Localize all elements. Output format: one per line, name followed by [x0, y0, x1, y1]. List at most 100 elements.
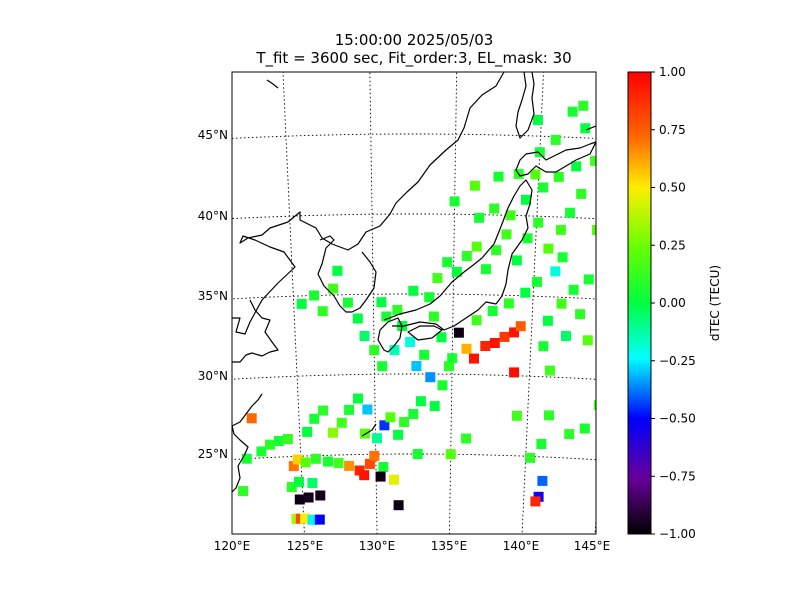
coastline-shikoku [407, 325, 443, 341]
dtec-point [532, 276, 542, 287]
dtec-point [487, 306, 498, 316]
dtec-point [520, 287, 531, 298]
dtec-point [429, 401, 440, 412]
dtec-point [544, 365, 555, 376]
dtec-point [302, 426, 313, 437]
dtec-point [309, 290, 320, 301]
coastline-kamchatka-edge [585, 125, 596, 131]
dtec-point [393, 429, 404, 440]
dtec-point [424, 292, 435, 303]
dtec-point [505, 210, 516, 221]
dtec-point [256, 446, 267, 457]
map-panel [231, 71, 622, 535]
dtec-point [509, 327, 520, 338]
dtec-point [564, 429, 575, 440]
dtec-point [419, 349, 430, 360]
dtec-point [521, 194, 531, 205]
colorbar-tick-label: 0.75 [659, 123, 686, 137]
dtec-point [525, 452, 536, 463]
dtec-point [532, 115, 543, 125]
dtec-point [408, 285, 419, 296]
coastline-korea [317, 235, 377, 313]
dtec-point [265, 439, 275, 450]
lon-tick-label: 125°E [287, 539, 324, 553]
dtec-point [565, 207, 576, 218]
dtec-point [333, 458, 344, 468]
coastline-honshu [383, 179, 533, 331]
dtec-point [359, 331, 370, 341]
dtec-point [538, 182, 549, 193]
colorbar: 1.00 0.75 0.50 0.25 0.00 −0.25 −0.50 −0.75 −1.00… [627, 65, 722, 541]
dtec-point [461, 251, 472, 261]
dtec-point [442, 257, 453, 268]
dtec-point [511, 410, 522, 421]
dtec-point [568, 284, 579, 295]
dtec-point [445, 449, 456, 460]
dtec-point [444, 361, 454, 372]
dtec-point [590, 155, 596, 166]
colorbar-tick-label: 0.00 [659, 296, 686, 310]
dtec-point [538, 341, 549, 352]
dtec-point [522, 233, 533, 244]
dtec-point [288, 461, 299, 472]
dtec-point [436, 332, 447, 343]
coastline-taiwan [232, 425, 249, 493]
dtec-point [273, 436, 284, 446]
colorbar-label: dTEC (TECU) [708, 265, 722, 341]
dtec-point [561, 331, 571, 341]
dtec-point [530, 169, 541, 180]
lat-tick-label: 35°N [198, 289, 228, 303]
dtec-point [503, 298, 514, 309]
dtec-point [580, 123, 591, 134]
dtec-point [411, 361, 422, 371]
dtec-point [453, 327, 464, 338]
dtec-point [336, 417, 347, 428]
dtec-point [393, 500, 404, 511]
dtec-point [323, 456, 333, 467]
dtec-point [375, 471, 386, 482]
colorbar-tick-label: −1.00 [659, 527, 696, 541]
dtec-point [471, 315, 482, 326]
lat-tick-label: 45°N [198, 128, 228, 142]
dtec-point [241, 453, 252, 464]
dtec-point [501, 229, 512, 240]
dtec-point [579, 423, 590, 434]
dtec-point [405, 337, 416, 347]
dtec-point [612, 109, 622, 119]
dtec-point [582, 335, 593, 346]
dtec-point [318, 405, 329, 416]
dtec-point [593, 400, 596, 411]
coastline-taiwan-east [232, 393, 263, 427]
meridian-gridline [521, 72, 544, 534]
dtec-point [309, 413, 320, 424]
lat-tick-label: 25°N [198, 447, 228, 461]
parallel-gridline [232, 213, 596, 220]
coastline-china-coast [232, 299, 279, 363]
dtec-point [294, 494, 305, 505]
dtec-point [328, 427, 338, 438]
coastline-kyushu [377, 317, 403, 353]
dtec-point [332, 265, 343, 276]
dtec-point [602, 415, 612, 425]
dtec-point [542, 315, 553, 326]
dtec-point [592, 225, 596, 235]
dtec-point [493, 171, 504, 182]
dtec-point [344, 460, 355, 471]
dtec-point [364, 458, 375, 469]
dtec-point [489, 338, 500, 348]
dtec-point [598, 121, 608, 131]
dtec-point [451, 266, 462, 277]
chart-title: 15:00:00 2025/05/03 [334, 31, 494, 49]
dtec-point [307, 514, 318, 525]
dtec-point [469, 180, 480, 191]
dtec-point [480, 264, 491, 275]
dtec-point [385, 412, 396, 423]
dtec-point [376, 297, 387, 308]
dtec-point [369, 450, 380, 461]
longitude-tick-labels: 120°E 125°E 130°E 135°E 140°E 145°E [214, 539, 611, 553]
dtec-point [408, 409, 419, 419]
dtec-point [359, 470, 370, 481]
dtec-point [369, 345, 380, 356]
dtec-point [491, 245, 502, 256]
